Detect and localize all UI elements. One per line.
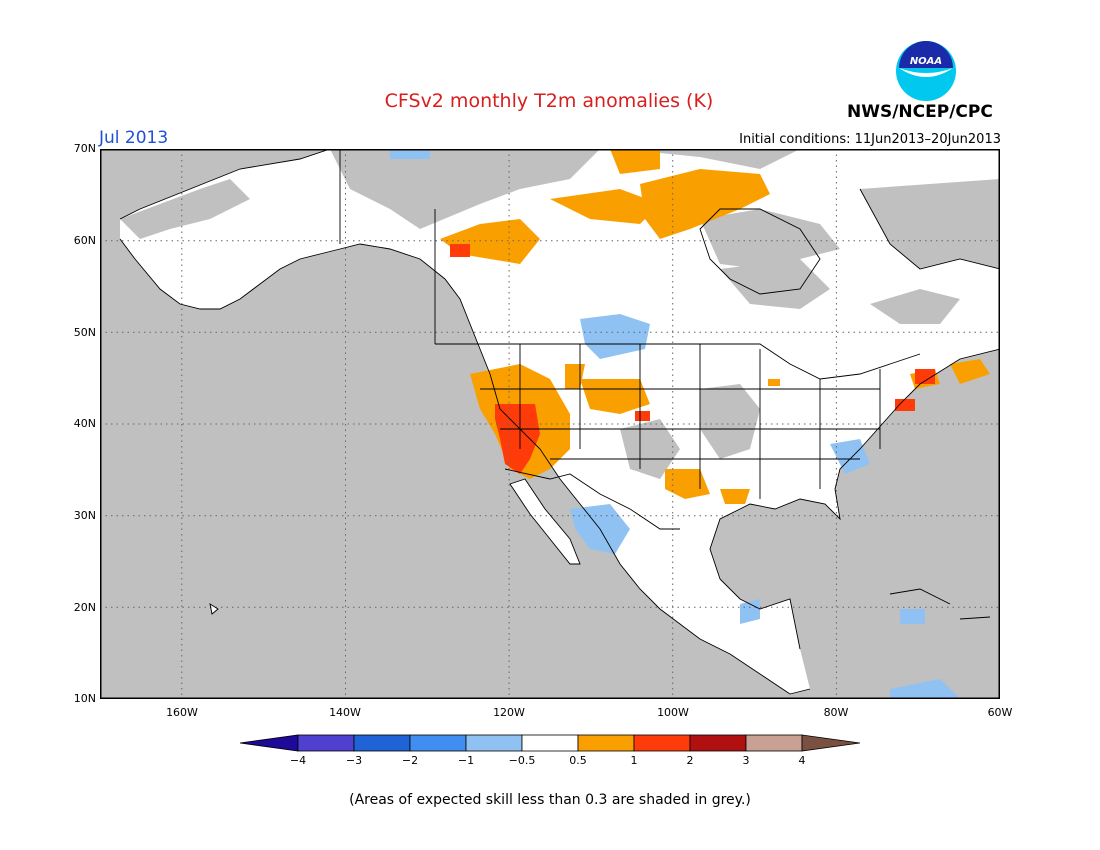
low-skill-land	[120, 149, 1000, 669]
graticule	[100, 149, 1000, 699]
colorbar	[240, 734, 860, 752]
colorbar-bin	[521, 734, 579, 752]
chart-title: CFSv2 monthly T2m anomalies (K)	[384, 90, 714, 112]
colorbar-bin	[465, 734, 523, 752]
lat-label-10n: 10N	[73, 692, 96, 705]
lon-label-100w: 100W	[657, 706, 689, 719]
colorbar-bin	[689, 734, 747, 752]
colorbar-bin	[745, 734, 803, 752]
colorbar-min-arrow	[240, 734, 299, 752]
colorbar-label: −2	[401, 754, 419, 767]
colorbar-label: 2	[686, 754, 694, 767]
colorbar-bin	[353, 734, 411, 752]
lon-label-80w: 80W	[823, 706, 849, 719]
colorbar-bin	[409, 734, 467, 752]
colorbar-label: −1	[457, 754, 475, 767]
colorbar-label: −4	[289, 754, 307, 767]
lat-label-70n: 70N	[73, 142, 96, 155]
colorbar-label: −3	[345, 754, 363, 767]
colorbar-max-arrow	[801, 734, 860, 752]
lon-label-120w: 120W	[493, 706, 525, 719]
org-label: NWS/NCEP/CPC	[847, 102, 993, 122]
colorbar-label: −0.5	[508, 754, 536, 767]
initial-conditions: Initial conditions: 11Jun2013–20Jun2013	[739, 132, 1001, 147]
colorbar-bin	[577, 734, 635, 752]
lat-label-60n: 60N	[73, 234, 96, 247]
anomaly-red	[450, 244, 935, 474]
colorbar-label: 0.5	[569, 754, 587, 767]
lat-label-40n: 40N	[73, 417, 96, 430]
lon-label-160w: 160W	[166, 706, 198, 719]
colorbar-label: 1	[630, 754, 638, 767]
lon-label-60w: 60W	[987, 706, 1013, 719]
colorbar-label: 3	[742, 754, 750, 767]
lon-label-140w: 140W	[329, 706, 361, 719]
footnote: (Areas of expected skill less than 0.3 a…	[349, 792, 751, 808]
coastlines	[119, 149, 1000, 695]
map-frame	[100, 149, 1000, 699]
anomaly-map	[100, 149, 1000, 699]
logo-text: NOAA	[910, 56, 942, 67]
forecast-month: Jul 2013	[99, 128, 169, 148]
noaa-logo: NOAA	[896, 41, 956, 101]
lat-label-30n: 30N	[73, 509, 96, 522]
lat-label-20n: 20N	[73, 601, 96, 614]
colorbar-label: 4	[798, 754, 806, 767]
colorbar-bin	[633, 734, 691, 752]
lat-label-50n: 50N	[73, 326, 96, 339]
colorbar-bin	[297, 734, 355, 752]
